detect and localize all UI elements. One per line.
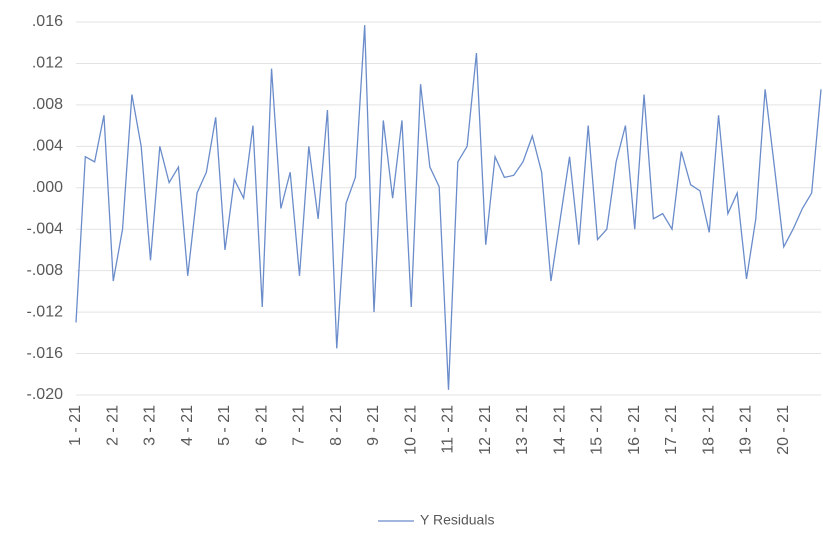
y-tick-label: .016 (32, 13, 63, 30)
y-tick-label: .000 (32, 179, 63, 196)
y-tick-label: -.020 (27, 386, 64, 403)
x-tick-label: 9 - 21 (365, 405, 382, 446)
x-tick-label: 15 - 21 (589, 405, 606, 455)
y-tick-label: -.004 (27, 220, 64, 237)
x-tick-label: 2 - 21 (104, 405, 121, 446)
x-tick-label: 10 - 21 (402, 405, 419, 455)
legend-label: Y Residuals (420, 512, 494, 528)
x-tick-label: 18 - 21 (700, 405, 717, 455)
x-tick-label: 4 - 21 (179, 405, 196, 446)
y-tick-label: -.016 (27, 345, 64, 362)
y-tick-label: .008 (32, 96, 63, 113)
x-tick-label: 17 - 21 (663, 405, 680, 455)
data-line (75, 25, 822, 390)
y-tick-label: -.012 (27, 303, 64, 320)
x-tick-label: 11 - 21 (440, 405, 457, 454)
x-tick-label: 20 - 21 (775, 405, 792, 455)
x-tick-label: 13 - 21 (514, 405, 531, 455)
x-tick-label: 6 - 21 (253, 405, 270, 446)
x-tick-label: 5 - 21 (216, 405, 233, 446)
x-tick-label: 1 - 21 (67, 405, 84, 446)
x-tick-label: 3 - 21 (142, 405, 159, 446)
y-tick-label: .012 (32, 55, 63, 72)
x-tick-label: 16 - 21 (626, 405, 643, 455)
x-tick-label: 14 - 21 (551, 405, 568, 455)
x-tick-label: 7 - 21 (291, 405, 308, 446)
x-tick-label: 19 - 21 (738, 405, 755, 455)
y-tick-label: -.008 (27, 262, 64, 279)
x-tick-label: 8 - 21 (328, 405, 345, 446)
x-tick-label: 12 - 21 (477, 405, 494, 455)
y-tick-label: .004 (32, 138, 63, 155)
